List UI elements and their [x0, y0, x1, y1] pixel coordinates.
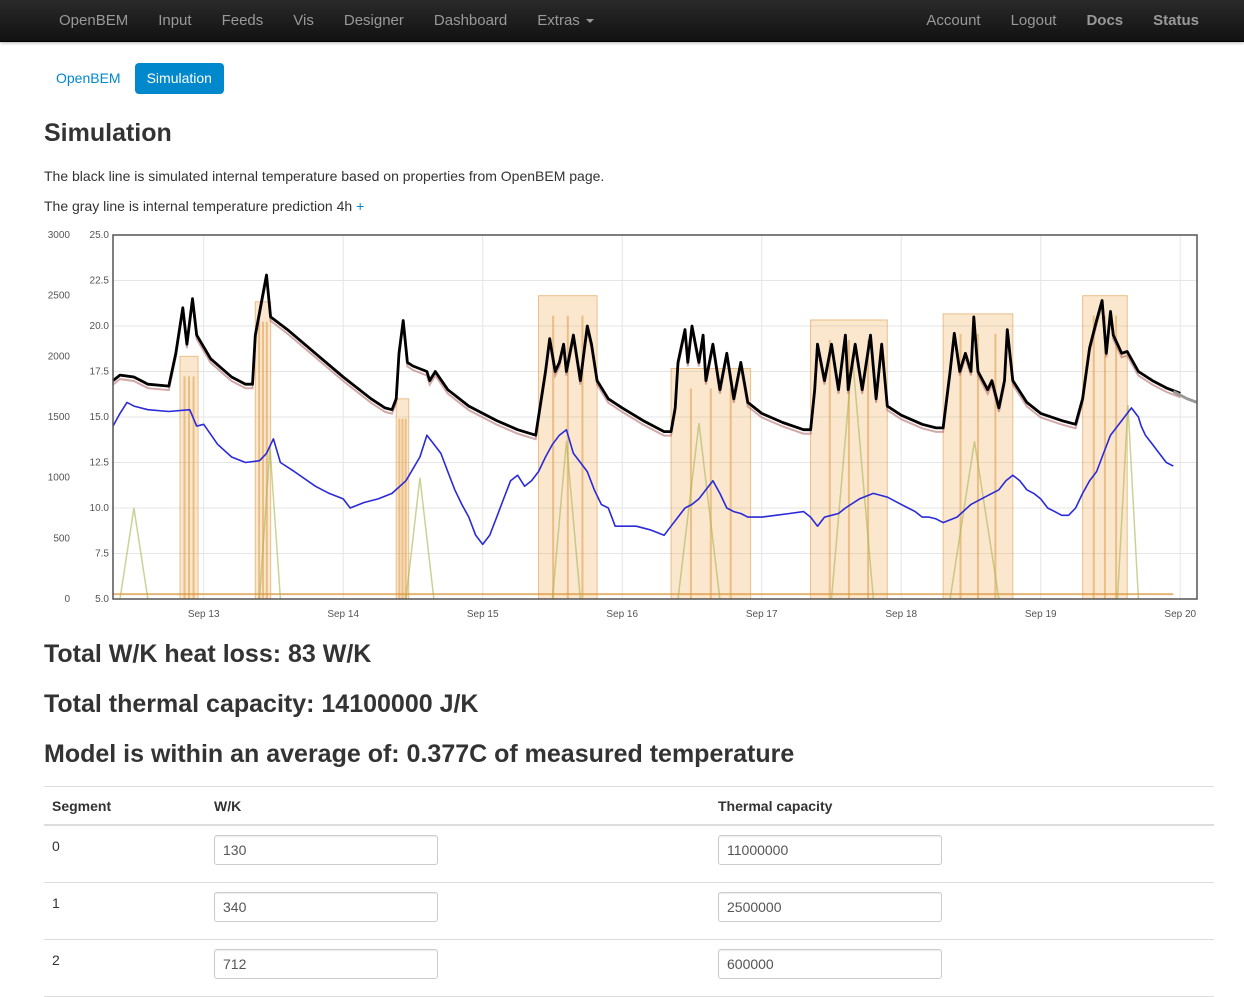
chart-grid: [113, 234, 1197, 600]
nav-status[interactable]: Status: [1153, 12, 1199, 29]
description-simulated: The black line is simulated internal tem…: [44, 168, 605, 184]
segment-index: 0: [52, 838, 60, 854]
nav-vis[interactable]: Vis: [293, 12, 314, 29]
table-header: Segment W/K Thermal capacity: [44, 786, 1214, 826]
secondary-trace: [949, 441, 1000, 600]
measured-temperature-line: [112, 278, 1181, 441]
y-left-tick-label: 1500: [48, 412, 71, 423]
tab-openbem[interactable]: OpenBEM: [56, 70, 121, 86]
temperature-series: [112, 273, 1198, 546]
x-tick-label: Sep 17: [746, 609, 778, 620]
table-row: 2: [44, 940, 1214, 997]
x-tick-label: Sep 15: [467, 609, 499, 620]
chevron-down-icon: [585, 19, 594, 24]
y-right-tick-label: 7.5: [95, 549, 109, 560]
segment-index: 1: [52, 895, 60, 911]
heat-loss-result: Total W/K heat loss: 83 W/K: [44, 640, 372, 668]
table-row: 0: [44, 826, 1214, 883]
thermal-capacity-input[interactable]: [718, 835, 942, 865]
secondary-trace: [551, 441, 582, 600]
table-row: 1: [44, 883, 1214, 940]
top-navbar: OpenBEM Input Feeds Vis Designer Dashboa…: [0, 0, 1244, 42]
simulated-temperature-line: [112, 273, 1181, 437]
thermal-capacity-result: Total thermal capacity: 14100000 J/K: [44, 690, 479, 718]
nav-left-group: OpenBEM Input Feeds Vis Designer Dashboa…: [44, 0, 609, 41]
description-prediction-text: The gray line is internal temperature pr…: [44, 198, 353, 214]
tab-simulation[interactable]: Simulation: [134, 63, 224, 94]
y-left-tick-label: 500: [53, 533, 70, 544]
secondary-trace: [677, 422, 721, 600]
simulation-chart: 5.0 7.5 10.0 12.5 15.0 17.5 20.0 22.5 25.0 0 500 10…: [48, 230, 1198, 620]
y-right-tick-label: 10.0: [90, 503, 110, 514]
thermal-capacity-input[interactable]: [718, 892, 942, 922]
nav-docs[interactable]: Docs: [1086, 12, 1124, 29]
secondary-trace: [1116, 404, 1140, 600]
y-left-tick-label: 2000: [48, 351, 71, 362]
y-left-tick-label: 3000: [48, 230, 71, 241]
chart-axes: 5.0 7.5 10.0 12.5 15.0 17.5 20.0 22.5 25.0 0 500 10…: [48, 230, 1198, 620]
segments-table: Segment W/K Thermal capacity 0 1 2: [44, 786, 1214, 997]
nav-openbem[interactable]: OpenBEM: [59, 12, 129, 29]
nav-extras-dropdown[interactable]: Extras: [522, 0, 609, 41]
page-title: Simulation: [44, 119, 172, 147]
y-right-tick-label: 5.0: [95, 594, 109, 605]
external-temperature-line: [112, 401, 1174, 546]
nav-account[interactable]: Account: [926, 12, 981, 29]
segment-index: 2: [52, 952, 60, 968]
x-tick-label: Sep 18: [885, 609, 917, 620]
y-right-tick-label: 15.0: [90, 412, 110, 423]
y-right-tick-label: 25.0: [90, 230, 110, 241]
x-tick-label: Sep 20: [1164, 609, 1196, 620]
heating-power-series: [113, 295, 1174, 600]
secondary-trace: [119, 507, 149, 600]
nav-logout[interactable]: Logout: [1010, 12, 1057, 29]
nav-designer[interactable]: Designer: [343, 12, 404, 29]
header-segment: Segment: [52, 798, 112, 814]
wk-input[interactable]: [214, 892, 438, 922]
y-left-tick-label: 2500: [48, 291, 71, 302]
thermal-capacity-input[interactable]: [718, 949, 942, 979]
nav-extras-label: Extras: [537, 12, 580, 29]
nav-feeds[interactable]: Feeds: [221, 12, 264, 29]
description-prediction: The gray line is internal temperature pr…: [44, 198, 364, 214]
y-right-tick-label: 22.5: [90, 276, 110, 287]
subnav-pills: OpenBEM Simulation: [44, 63, 226, 94]
nav-input[interactable]: Input: [158, 12, 192, 29]
nav-dashboard[interactable]: Dashboard: [433, 12, 508, 29]
wk-input[interactable]: [214, 835, 438, 865]
y-right-tick-label: 17.5: [90, 367, 110, 378]
header-wk: W/K: [214, 798, 242, 814]
prediction-expand-link[interactable]: +: [356, 198, 365, 214]
x-tick-label: Sep 14: [327, 609, 359, 620]
y-right-tick-label: 12.5: [90, 458, 110, 469]
x-tick-label: Sep 16: [606, 609, 638, 620]
secondary-trace: [405, 477, 435, 600]
x-tick-label: Sep 19: [1025, 609, 1057, 620]
plot-frame: [112, 234, 1198, 600]
x-tick-label: Sep 13: [188, 609, 220, 620]
wk-input[interactable]: [214, 949, 438, 979]
y-left-tick-label: 1000: [48, 473, 71, 484]
y-right-tick-label: 20.0: [90, 321, 110, 332]
header-thermal-capacity: Thermal capacity: [718, 798, 833, 814]
model-accuracy-result: Model is within an average of: 0.377C of…: [44, 740, 795, 768]
prediction-temperature-line: [1172, 390, 1198, 404]
y-left-tick-label: 0: [64, 594, 70, 605]
nav-right-group: Account Logout Docs Status: [911, 0, 1214, 41]
